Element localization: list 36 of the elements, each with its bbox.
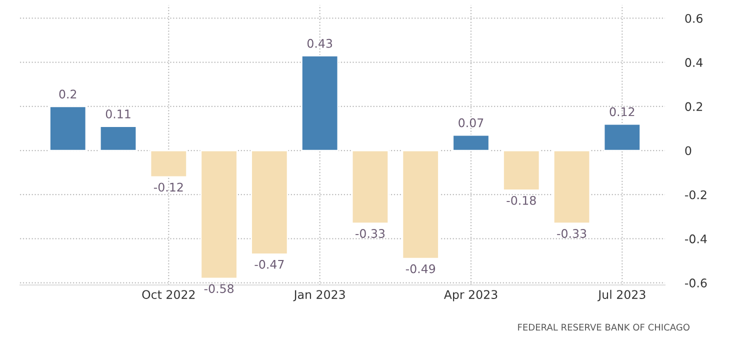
y-tick-label: -0.4 (685, 234, 707, 244)
y-tick-label: -0.2 (685, 190, 706, 200)
y-tick-label: 0.6 (685, 14, 702, 23)
bar (150, 150, 188, 178)
bar (300, 55, 339, 152)
data-label: -0.33 (356, 229, 385, 238)
y-tick-label: 0.4 (685, 58, 703, 67)
x-tick-label: Apr 2023 (444, 290, 498, 302)
data-label: -0.33 (557, 229, 586, 238)
data-label: -0.47 (254, 260, 284, 269)
y-tick-label: -0.6 (685, 278, 707, 288)
y-tick-label: 0 (685, 146, 692, 156)
bar (200, 150, 238, 280)
bar (402, 150, 440, 260)
y-tick-label: 0.2 (685, 102, 702, 112)
text: FEDERAL RESERVE BANK OF CHICAGO (518, 324, 690, 331)
data-label: 0.2 (59, 90, 76, 99)
bar (452, 134, 490, 152)
bar (603, 123, 642, 152)
x-tick-label: Jan 2023 (293, 290, 345, 302)
bar (49, 106, 87, 152)
bar (552, 150, 591, 224)
data-label: 0.07 (458, 118, 484, 128)
data-label: 0.43 (307, 38, 332, 48)
data-label: -0.12 (154, 182, 183, 192)
bar (351, 150, 390, 224)
data-label: -0.18 (506, 196, 536, 205)
bar (250, 150, 288, 255)
bar (502, 150, 540, 191)
x-tick-label: Oct 2022 (142, 290, 195, 299)
bar (99, 126, 138, 152)
data-label: -0.49 (406, 264, 436, 274)
data-label: 0.12 (610, 107, 634, 116)
data-label: 0.11 (106, 109, 130, 118)
x-tick-label: Jul 2023 (598, 290, 646, 302)
data-label: -0.58 (204, 284, 234, 294)
